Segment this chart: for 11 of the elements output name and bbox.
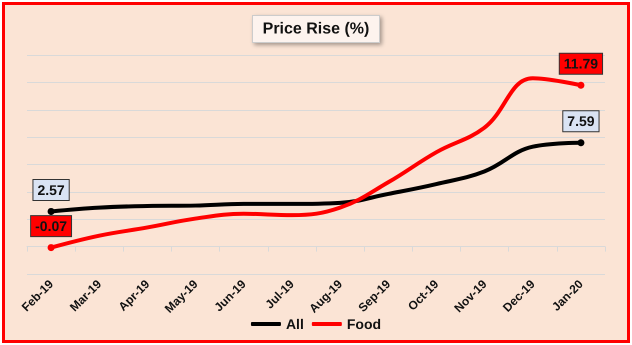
point	[577, 82, 584, 89]
point	[48, 244, 55, 252]
point	[48, 208, 55, 215]
chart-title: Price Rise (%)	[262, 20, 370, 38]
legend-label: All	[286, 316, 304, 332]
data-label: -0.07	[35, 218, 68, 234]
point	[577, 139, 584, 146]
data-label: 11.79	[564, 56, 598, 72]
legend-label: Food	[346, 316, 382, 332]
data-label: 2.57	[37, 182, 65, 198]
data-label: 7.59	[567, 113, 595, 130]
